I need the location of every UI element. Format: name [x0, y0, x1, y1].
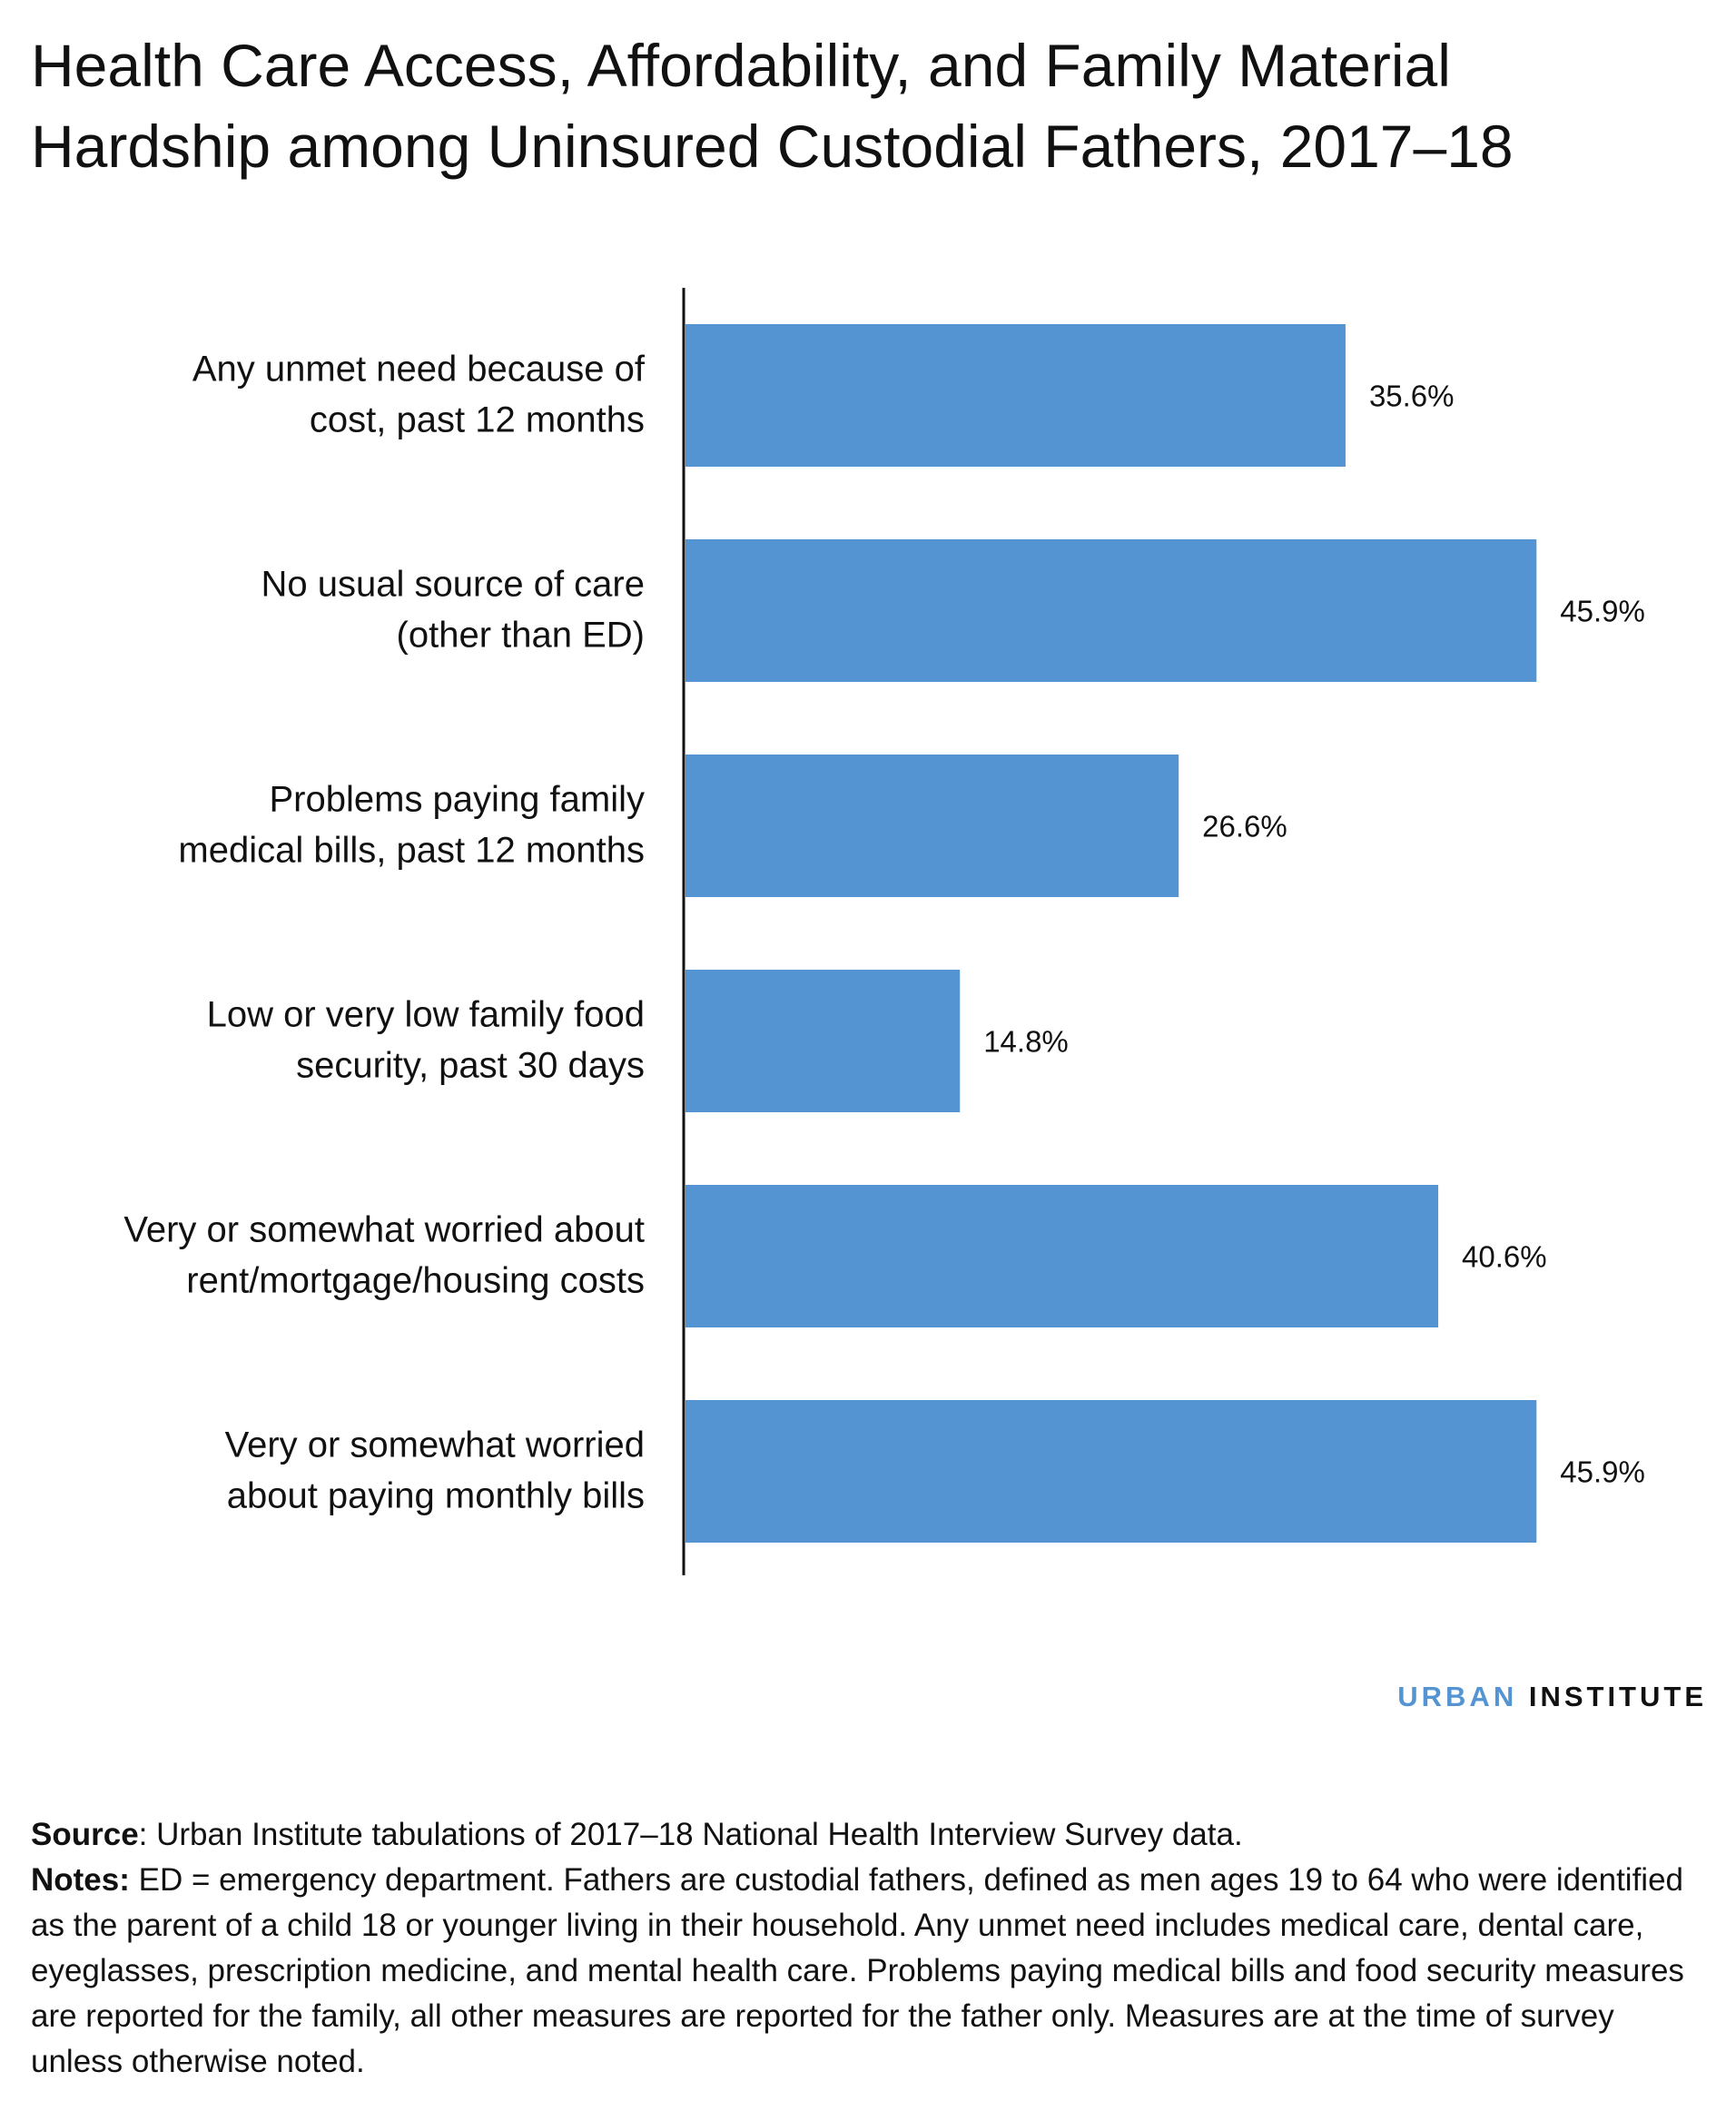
category-label-4-line-1: Low or very low family food	[207, 995, 645, 1035]
bar-chart: 35.6% Any unmet need because of cost, past…	[123, 288, 1645, 1575]
bar-2	[686, 539, 1537, 682]
notes-text: ED = emergency department. Fathers are c…	[31, 1862, 1684, 2079]
category-label-4-line-2: security, past 30 days	[296, 1046, 645, 1086]
bars-group: 35.6% Any unmet need because of cost, past…	[123, 324, 1645, 1543]
source-label: Source	[31, 1817, 139, 1852]
value-label-5: 40.6%	[1462, 1240, 1547, 1274]
notes-line: Notes: ED = emergency department. Father…	[31, 1858, 1711, 2085]
category-label-5-line-1: Very or somewhat worried about	[123, 1210, 645, 1250]
bar-1	[686, 324, 1346, 467]
category-label-1-line-2: cost, past 12 months	[310, 400, 645, 440]
bar-5	[686, 1185, 1439, 1327]
chart-title-line-2: Hardship among Uninsured Custodial Fathe…	[31, 113, 1514, 180]
category-label-5-line-2: rent/mortgage/housing costs	[186, 1261, 645, 1301]
category-label-1-line-1: Any unmet need because of	[192, 350, 646, 390]
value-label-4: 14.8%	[983, 1025, 1069, 1059]
value-label-3: 26.6%	[1202, 810, 1287, 843]
category-label-3-line-1: Problems paying family	[270, 780, 646, 820]
value-label-6: 45.9%	[1560, 1455, 1645, 1489]
category-label-2-line-1: No usual source of care	[261, 565, 645, 605]
bar-3	[686, 755, 1179, 897]
bar-4	[686, 970, 961, 1112]
source-line: Source: Urban Institute tabulations of 2…	[31, 1812, 1711, 1858]
category-label-2-line-2: (other than ED)	[397, 616, 645, 656]
urban-institute-logo: URBAN INSTITUTE	[1397, 1681, 1707, 1713]
footer-notes: Source: Urban Institute tabulations of 2…	[31, 1812, 1711, 2085]
brand-urban: URBAN	[1397, 1681, 1518, 1712]
brand-institute: INSTITUTE	[1528, 1681, 1707, 1712]
value-label-2: 45.9%	[1560, 595, 1645, 628]
category-label-6-line-2: about paying monthly bills	[227, 1476, 645, 1516]
bar-6	[686, 1400, 1537, 1543]
category-label-3-line-2: medical bills, past 12 months	[178, 831, 645, 871]
chart-title-line-1: Health Care Access, Affordability, and F…	[31, 32, 1451, 99]
category-label-6-line-1: Very or somewhat worried	[225, 1425, 645, 1465]
notes-label: Notes:	[31, 1862, 130, 1898]
value-label-1: 35.6%	[1369, 380, 1455, 413]
source-text: : Urban Institute tabulations of 2017–18…	[138, 1817, 1243, 1852]
chart-title: Health Care Access, Affordability, and F…	[31, 25, 1701, 187]
